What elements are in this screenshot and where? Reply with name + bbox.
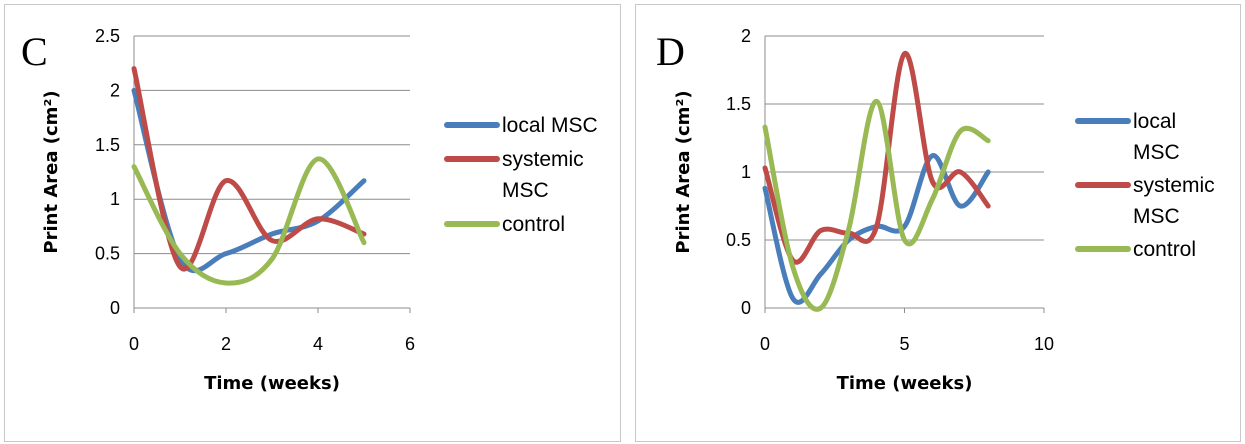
- y-tick-label: 0.5: [726, 230, 751, 250]
- chart-panel-d: D 0 0.5 1 1.5 2 0 5 10 Time (weeks) Print Area (cm…: [635, 4, 1241, 442]
- y-tick-label: 0.5: [95, 244, 120, 264]
- y-tick-label: 1: [110, 189, 120, 209]
- chart-d-svg: D 0 0.5 1 1.5 2 0 5 10 Time (weeks) Print Area (cm…: [656, 26, 1215, 394]
- x-tick-label: 2: [221, 334, 231, 354]
- legend-label: control: [1133, 238, 1196, 261]
- y-tick-label: 2: [741, 26, 751, 46]
- x-tick-label: 6: [405, 334, 415, 354]
- y-tick-label: 0: [110, 298, 120, 318]
- x-axis-title: Time (weeks): [204, 373, 340, 394]
- panel-letter: C: [21, 29, 48, 74]
- panel-letter: D: [656, 29, 685, 74]
- y-axis-title: Print Area (cm²): [41, 90, 62, 253]
- chart-c-svg: C 0 0.5 1 1.5 2 2.5 0 2 4 6 Time (weeks) Print Area …: [21, 26, 598, 394]
- legend-label: MSC: [502, 179, 549, 202]
- x-tick-label: 10: [1034, 334, 1054, 354]
- x-tick-label: 0: [760, 334, 770, 354]
- y-tick-label: 1: [741, 162, 751, 182]
- y-tick-label: 1.5: [726, 94, 751, 114]
- series-line-systemic-msc: [131, 66, 367, 272]
- legend-label: local MSC: [502, 114, 598, 137]
- legend-label: local: [1133, 110, 1176, 133]
- y-axis-title: Print Area (cm²): [673, 90, 694, 253]
- series-line-systemic-msc: [762, 51, 991, 265]
- x-tick-label: 0: [129, 334, 139, 354]
- x-tick-label: 5: [899, 334, 909, 354]
- legend-label: systemic: [1133, 174, 1215, 197]
- chart-panel-c: C 0 0.5 1 1.5 2 2.5 0 2 4 6 Time (weeks) Print Area …: [4, 4, 621, 442]
- y-tick-label: 2.5: [95, 26, 120, 46]
- legend-label: systemic: [502, 148, 584, 171]
- legend-label: control: [502, 213, 565, 236]
- series-line-control: [131, 156, 367, 286]
- x-axis-title: Time (weeks): [837, 373, 973, 394]
- y-tick-label: 0: [741, 298, 751, 318]
- legend-label: MSC: [1133, 205, 1180, 228]
- legend-label: MSC: [1133, 141, 1180, 164]
- y-tick-label: 1.5: [95, 135, 120, 155]
- x-tick-label: 4: [313, 334, 323, 354]
- y-tick-label: 2: [110, 80, 120, 100]
- series-line-control: [762, 98, 991, 312]
